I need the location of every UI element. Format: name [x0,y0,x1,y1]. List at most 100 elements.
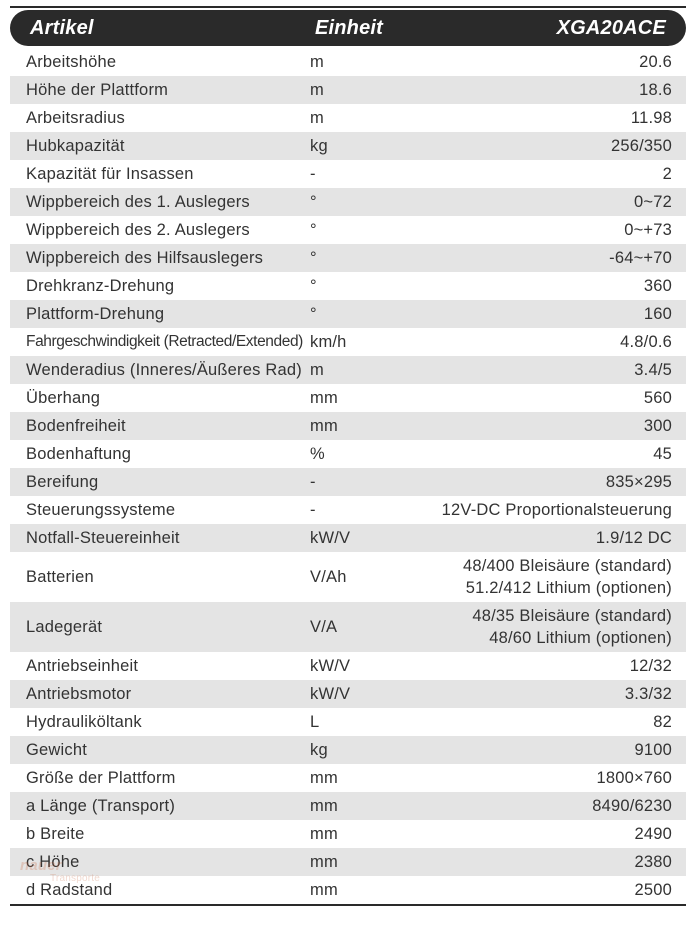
row-unit: - [310,501,388,520]
header-model: XGA20ACE [388,17,686,40]
row-value: 4.8/0.6 [388,333,686,352]
row-value: 560 [388,389,686,408]
row-label: Wenderadius (Inneres/Äußeres Rad) [10,361,310,380]
row-value: 12/32 [388,657,686,676]
row-unit: m [310,81,388,100]
table-row: Plattform-Drehung°160 [10,300,686,328]
row-label: Drehkranz-Drehung [10,277,310,296]
row-unit: - [310,165,388,184]
row-value: 9100 [388,741,686,760]
row-value-line: 48/400 Bleisäure (standard) [388,555,672,577]
row-label: Hubkapazität [10,137,310,156]
row-value-line: 48/60 Lithium (optionen) [388,627,672,649]
table-row: a Länge (Transport)mm8490/6230 [10,792,686,820]
row-unit: mm [310,853,388,872]
row-value: 2500 [388,881,686,900]
row-label: Größe der Plattform [10,769,310,788]
row-label: Wippbereich des Hilfsauslegers [10,249,310,268]
row-value: 82 [388,713,686,732]
row-unit: mm [310,389,388,408]
table-row: b Breitemm2490 [10,820,686,848]
table-row: LadegerätV/A48/35 Bleisäure (standard)48… [10,602,686,652]
row-value: 360 [388,277,686,296]
header-artikel: Artikel [10,17,310,40]
row-unit: V/Ah [310,568,388,587]
rows-container: Arbeitshöhem20.6Höhe der Plattformm18.6A… [10,48,686,904]
table-row: Wippbereich des 1. Auslegers°0~72 [10,188,686,216]
table-row: Steuerungssysteme-12V-DC Proportionalste… [10,496,686,524]
header-einheit: Einheit [310,17,388,40]
table-row: AntriebsmotorkW/V3.3/32 [10,680,686,708]
row-value: 835×295 [388,473,686,492]
row-unit: ° [310,277,388,296]
row-label: Hydrauliköltank [10,713,310,732]
table-row: Wippbereich des 2. Auslegers°0~+73 [10,216,686,244]
page: Artikel Einheit XGA20ACE Arbeitshöhem20.… [0,0,696,926]
row-unit: kg [310,741,388,760]
row-unit: ° [310,249,388,268]
row-unit: V/A [310,618,388,637]
row-label: Arbeitsradius [10,109,310,128]
table-row: BatterienV/Ah48/400 Bleisäure (standard)… [10,552,686,602]
table-row: Fahrgeschwindigkeit (Retracted/Extended)… [10,328,686,356]
row-value: 0~72 [388,193,686,212]
row-unit: kW/V [310,657,388,676]
table-header: Artikel Einheit XGA20ACE [10,10,686,46]
row-unit: m [310,361,388,380]
table-row: Arbeitsradiusm11.98 [10,104,686,132]
row-value: 3.4/5 [388,361,686,380]
row-unit: kg [310,137,388,156]
row-unit: mm [310,417,388,436]
table-row: Bereifung-835×295 [10,468,686,496]
row-value-line: 51.2/412 Lithium (optionen) [388,577,672,599]
row-unit: mm [310,825,388,844]
row-label: Bodenhaftung [10,445,310,464]
table-row: Wenderadius (Inneres/Äußeres Rad)m3.4/5 [10,356,686,384]
row-label: Überhang [10,389,310,408]
spec-table: Artikel Einheit XGA20ACE Arbeitshöhem20.… [10,6,686,906]
row-value: 20.6 [388,53,686,72]
row-value: -64~+70 [388,249,686,268]
row-value: 8490/6230 [388,797,686,816]
table-row: c Höhemm2380 [10,848,686,876]
row-value: 2380 [388,853,686,872]
row-unit: m [310,53,388,72]
row-value: 45 [388,445,686,464]
row-unit: ° [310,193,388,212]
row-label: c Höhe [10,853,310,872]
row-unit: m [310,109,388,128]
table-row: Arbeitshöhem20.6 [10,48,686,76]
row-label: Gewicht [10,741,310,760]
row-value: 1800×760 [388,769,686,788]
table-row: Gewichtkg9100 [10,736,686,764]
table-row: Größe der Plattformmm1800×760 [10,764,686,792]
row-label: Wippbereich des 2. Auslegers [10,221,310,240]
row-label: Ladegerät [10,618,310,637]
row-value: 2 [388,165,686,184]
row-unit: ° [310,221,388,240]
row-label: a Länge (Transport) [10,797,310,816]
row-value: 2490 [388,825,686,844]
row-value: 48/400 Bleisäure (standard)51.2/412 Lith… [388,555,686,600]
row-value: 256/350 [388,137,686,156]
row-unit: mm [310,769,388,788]
row-label: Bodenfreiheit [10,417,310,436]
table-row: AntriebseinheitkW/V12/32 [10,652,686,680]
row-value: 11.98 [388,109,686,128]
table-row: Höhe der Plattformm18.6 [10,76,686,104]
row-value: 12V-DC Proportionalsteuerung [388,501,686,520]
row-label: Fahrgeschwindigkeit (Retracted/Extended) [10,333,310,351]
table-row: Wippbereich des Hilfsauslegers°-64~+70 [10,244,686,272]
row-label: Arbeitshöhe [10,53,310,72]
row-value-line: 48/35 Bleisäure (standard) [388,605,672,627]
table-row: Bodenhaftung%45 [10,440,686,468]
row-value: 300 [388,417,686,436]
row-value: 160 [388,305,686,324]
table-row: Bodenfreiheitmm300 [10,412,686,440]
row-unit: mm [310,797,388,816]
row-label: Steuerungssysteme [10,501,310,520]
table-row: Notfall-SteuereinheitkW/V1.9/12 DC [10,524,686,552]
row-label: Kapazität für Insassen [10,165,310,184]
row-label: b Breite [10,825,310,844]
row-unit: ° [310,305,388,324]
